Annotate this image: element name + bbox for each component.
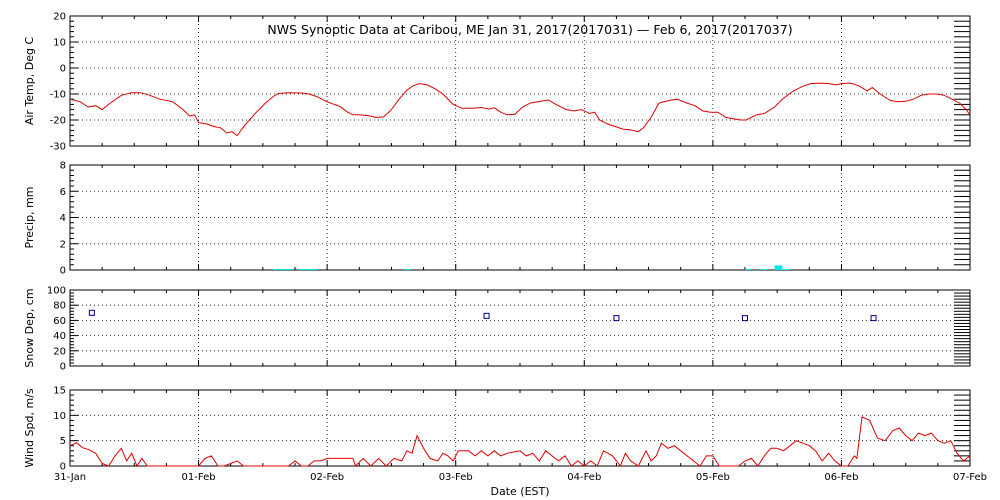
- y-tick-label: 0: [60, 462, 66, 473]
- panel-frame: [69, 389, 971, 467]
- y-tick-label: 20: [53, 346, 66, 357]
- y-axis-title: Snow Dep, cm: [23, 288, 36, 367]
- y-tick-label: 80: [53, 301, 66, 312]
- y-tick-label: 0: [60, 362, 66, 373]
- x-tick-label: 03-Feb: [439, 472, 473, 483]
- series-line-air-temp: [69, 82, 971, 137]
- y-tick-label: -30: [50, 142, 66, 153]
- y-tick-label: 6: [60, 187, 66, 198]
- snow-depth-point: [483, 312, 490, 319]
- precip-bar: [759, 268, 767, 270]
- precip-bar: [404, 268, 411, 270]
- y-tick-label: 8: [60, 161, 66, 172]
- panel-frame: [69, 289, 971, 367]
- y-tick-label: 10: [53, 411, 66, 422]
- y-tick-label: -20: [50, 116, 66, 127]
- panel-frame: [69, 15, 971, 147]
- y-tick-label: 0: [60, 266, 66, 277]
- precip-bar: [774, 265, 783, 270]
- panel-snow-depth: 0 20 40 60 80 100 Snow Dep, cm: [23, 286, 971, 373]
- y-tick-label: 10: [53, 38, 66, 49]
- y-axis-title: Precip, mm: [23, 187, 36, 249]
- y-tick-label: 4: [60, 213, 66, 224]
- precip-bar: [782, 268, 790, 270]
- y-axis-title: Wind Spd, m/s: [23, 388, 36, 468]
- chart-title: NWS Synoptic Data at Caribou, ME Jan 31,…: [267, 22, 792, 37]
- y-tick-label: 2: [60, 239, 66, 250]
- x-tick-label: 04-Feb: [567, 472, 601, 483]
- x-tick-label: 05-Feb: [696, 472, 730, 483]
- series-line-wind-speed: [69, 416, 971, 468]
- chart-panels: -30 -20 -10 0 10 20 Air Temp, Deg C 0 2 4 6 8 Precip…: [23, 12, 971, 473]
- y-tick-label: 40: [53, 331, 66, 342]
- panel-frame: [69, 164, 971, 271]
- x-tick-label: 01-Feb: [182, 472, 216, 483]
- x-tick-labels: 31-Jan 01-Feb 02-Feb 03-Feb 04-Feb 05-Feb 06-F…: [54, 472, 987, 483]
- precip-bar: [745, 268, 752, 270]
- panel-precip: 0 2 4 6 8 Precip, mm: [23, 161, 971, 277]
- snow-depth-point: [88, 309, 95, 316]
- y-tick-label: 20: [53, 12, 66, 23]
- x-tick-label: 07-Feb: [953, 472, 987, 483]
- x-axis-title: Date (EST): [490, 485, 549, 498]
- x-tick-label: 06-Feb: [824, 472, 858, 483]
- snow-depth-point: [613, 315, 620, 322]
- precip-bar: [273, 268, 294, 270]
- snow-depth-point: [870, 315, 877, 322]
- y-tick-label: -10: [50, 90, 66, 101]
- y-axis-title: Air Temp, Deg C: [23, 37, 36, 126]
- y-tick-label: 15: [53, 386, 66, 397]
- snow-depth-point: [742, 315, 748, 322]
- y-tick-label: 100: [47, 286, 66, 297]
- panel-wind-speed: 0 5 10 15 Wind Spd, m/s: [23, 386, 971, 473]
- x-tick-label: 02-Feb: [310, 472, 344, 483]
- x-tick-label: 31-Jan: [54, 472, 86, 483]
- y-tick-label: 0: [60, 64, 66, 75]
- precip-bar: [298, 268, 317, 270]
- y-tick-label: 60: [53, 316, 66, 327]
- y-tick-label: 5: [60, 436, 66, 447]
- panel-air-temp: -30 -20 -10 0 10 20 Air Temp, Deg C: [23, 12, 971, 153]
